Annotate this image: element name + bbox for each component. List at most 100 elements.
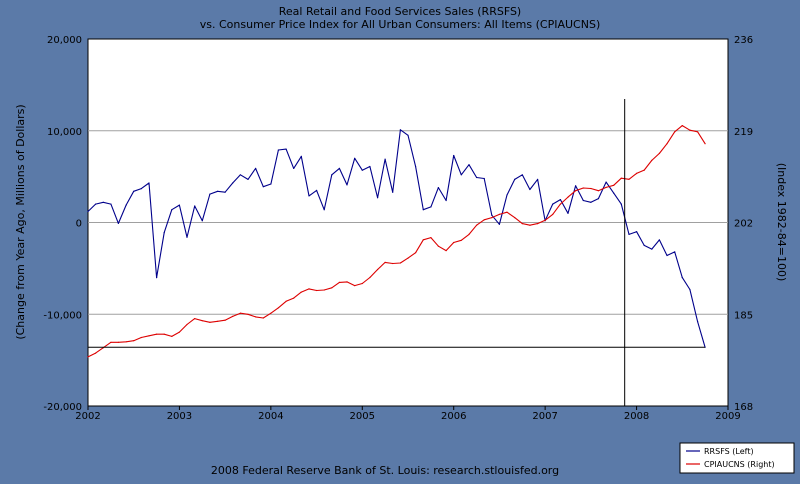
data-point <box>567 212 569 214</box>
data-point <box>689 288 691 291</box>
data-point <box>445 199 447 202</box>
series-line-0 <box>87 129 706 348</box>
data-point <box>285 300 287 302</box>
data-point <box>369 165 371 168</box>
data-point <box>270 312 272 314</box>
data-point <box>186 323 188 326</box>
data-point <box>620 203 622 205</box>
data-point <box>392 262 394 265</box>
data-point <box>468 233 470 235</box>
data-point <box>666 143 668 145</box>
data-point <box>125 204 127 206</box>
data-point <box>613 184 615 186</box>
data-point <box>285 148 287 150</box>
data-point <box>323 209 325 211</box>
data-point <box>636 231 638 233</box>
data-point <box>453 241 455 244</box>
data-point <box>156 277 158 279</box>
annotation-layer <box>88 99 706 406</box>
data-point <box>437 245 439 247</box>
data-point <box>377 197 379 199</box>
data-point <box>422 209 424 211</box>
data-point <box>407 134 409 136</box>
y-left-tick-label: 0 <box>76 219 82 230</box>
data-point <box>529 188 531 191</box>
data-point <box>384 261 386 263</box>
data-point <box>476 176 478 179</box>
y-left-tick-label: 20,000 <box>47 35 82 46</box>
y-right-tick-label: 219 <box>734 127 753 138</box>
data-point <box>331 287 333 289</box>
data-point <box>178 331 180 333</box>
data-point <box>277 307 279 309</box>
data-point <box>308 195 310 197</box>
data-point <box>506 194 508 196</box>
data-point <box>567 196 569 198</box>
y-right-tick-label: 185 <box>734 310 753 321</box>
data-point <box>308 288 310 290</box>
data-point <box>415 252 417 254</box>
data-point <box>316 189 318 191</box>
data-point <box>559 203 562 205</box>
data-point <box>369 276 371 279</box>
data-point <box>178 204 180 206</box>
data-point <box>521 223 523 225</box>
data-point <box>361 282 363 285</box>
tick-layer: -20,000 168 -10,000 185 0 202 10,000 219 20,000 2… <box>43 35 753 422</box>
data-point <box>316 289 318 292</box>
data-point <box>521 174 523 176</box>
y-right-tick-label: 236 <box>734 35 753 46</box>
data-point <box>338 167 340 169</box>
data-point <box>323 289 325 291</box>
data-point <box>628 233 630 235</box>
data-point <box>658 239 661 241</box>
data-point <box>117 341 119 343</box>
data-point <box>255 167 257 169</box>
data-point <box>697 321 699 323</box>
data-point <box>697 131 699 133</box>
data-point <box>514 178 516 180</box>
data-point <box>338 281 340 283</box>
x-tick-label: 2007 <box>532 411 557 422</box>
legend-box <box>679 442 795 474</box>
data-point <box>681 125 683 127</box>
data-point <box>651 248 653 250</box>
series-points-0 <box>87 129 706 348</box>
data-point <box>476 224 478 226</box>
data-point <box>300 291 302 293</box>
data-point <box>346 184 348 186</box>
data-point <box>491 217 493 219</box>
data-point <box>552 213 554 215</box>
data-point <box>445 250 447 252</box>
data-point <box>537 223 539 225</box>
data-point <box>293 167 295 169</box>
data-point <box>125 341 127 343</box>
data-point <box>217 190 219 192</box>
data-point <box>354 157 356 159</box>
data-point <box>674 131 676 133</box>
data-point <box>407 257 409 259</box>
data-point <box>110 203 112 205</box>
data-point <box>575 185 577 187</box>
data-point <box>559 199 562 201</box>
data-point <box>681 277 683 279</box>
data-point <box>422 239 424 241</box>
data-point <box>498 223 500 225</box>
data-point <box>643 169 645 171</box>
data-point <box>255 316 257 318</box>
chart-title: Real Retail and Food Services Sales (RRS… <box>279 5 521 18</box>
data-point <box>674 251 676 253</box>
y-left-tick-label: -20,000 <box>43 402 82 413</box>
grid-layer <box>88 130 728 315</box>
x-tick-label: 2003 <box>167 411 192 422</box>
data-point <box>384 158 386 160</box>
data-point <box>87 210 89 213</box>
data-point <box>171 209 173 211</box>
data-point <box>689 129 691 131</box>
data-point <box>217 320 219 322</box>
data-point <box>293 297 295 299</box>
data-point <box>468 164 470 166</box>
data-point <box>704 143 706 145</box>
data-point <box>186 236 188 238</box>
